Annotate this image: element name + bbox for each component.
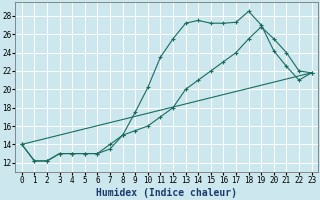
X-axis label: Humidex (Indice chaleur): Humidex (Indice chaleur) bbox=[96, 188, 237, 198]
